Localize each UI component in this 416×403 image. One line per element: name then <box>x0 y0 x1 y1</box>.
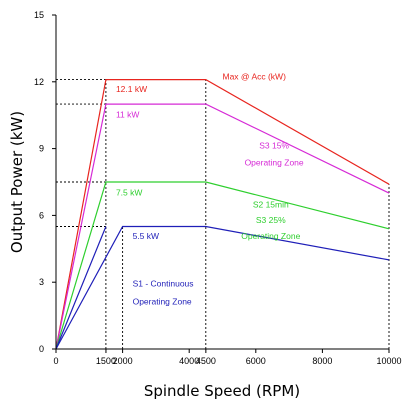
y-tick-label: 6 <box>39 210 44 220</box>
annotation-label: Operating Zone <box>241 231 300 241</box>
x-tick-label: 4000 <box>179 356 199 366</box>
x-axis-title: Spindle Speed (RPM) <box>144 382 300 400</box>
x-tick-label: 10000 <box>376 356 401 366</box>
x-tick-label: 0 <box>53 356 58 366</box>
annotation-label: 11 kW <box>116 109 139 119</box>
guide-lines <box>56 79 390 349</box>
x-tick-label: 1500 <box>96 356 116 366</box>
annotation-label: S1 - Continuous <box>133 279 194 289</box>
y-tick-label: 0 <box>39 344 44 354</box>
annotation-label: 5.5 kW <box>133 231 159 241</box>
x-tick-label: 8000 <box>312 356 332 366</box>
series-line <box>55 181 390 350</box>
y-tick-label: 15 <box>34 10 44 20</box>
annotation-label: 7.5 kW <box>116 187 142 197</box>
annotation-label: Operating Zone <box>133 296 192 306</box>
y-tick-label: 3 <box>39 277 44 287</box>
annotations: 12.1 kW Max @ Acc (kW) 11 kW S3 15% Operatin… <box>116 72 304 307</box>
y-axis-title: Output Power (kW) <box>8 111 26 253</box>
x-tick-label: 2000 <box>113 356 133 366</box>
y-tick-label: 12 <box>34 77 44 87</box>
axes <box>52 14 390 353</box>
annotation-label: Max @ Acc (kW) <box>223 72 287 82</box>
y-tick-label: 9 <box>39 144 44 154</box>
annotation-label: Operating Zone <box>245 157 304 167</box>
x-tick-label: 4500 <box>196 356 216 366</box>
series-line <box>55 78 390 350</box>
annotation-label: 12.1 kW <box>116 84 147 94</box>
series-line <box>55 103 390 350</box>
x-tick-label: 6000 <box>246 356 266 366</box>
annotation-label: S3 15% <box>259 141 289 151</box>
series-line <box>55 226 107 350</box>
annotation-label: S2 15min <box>253 200 289 210</box>
annotation-label: S3 25% <box>256 215 286 225</box>
series-line <box>55 225 390 350</box>
data-series <box>55 78 390 350</box>
